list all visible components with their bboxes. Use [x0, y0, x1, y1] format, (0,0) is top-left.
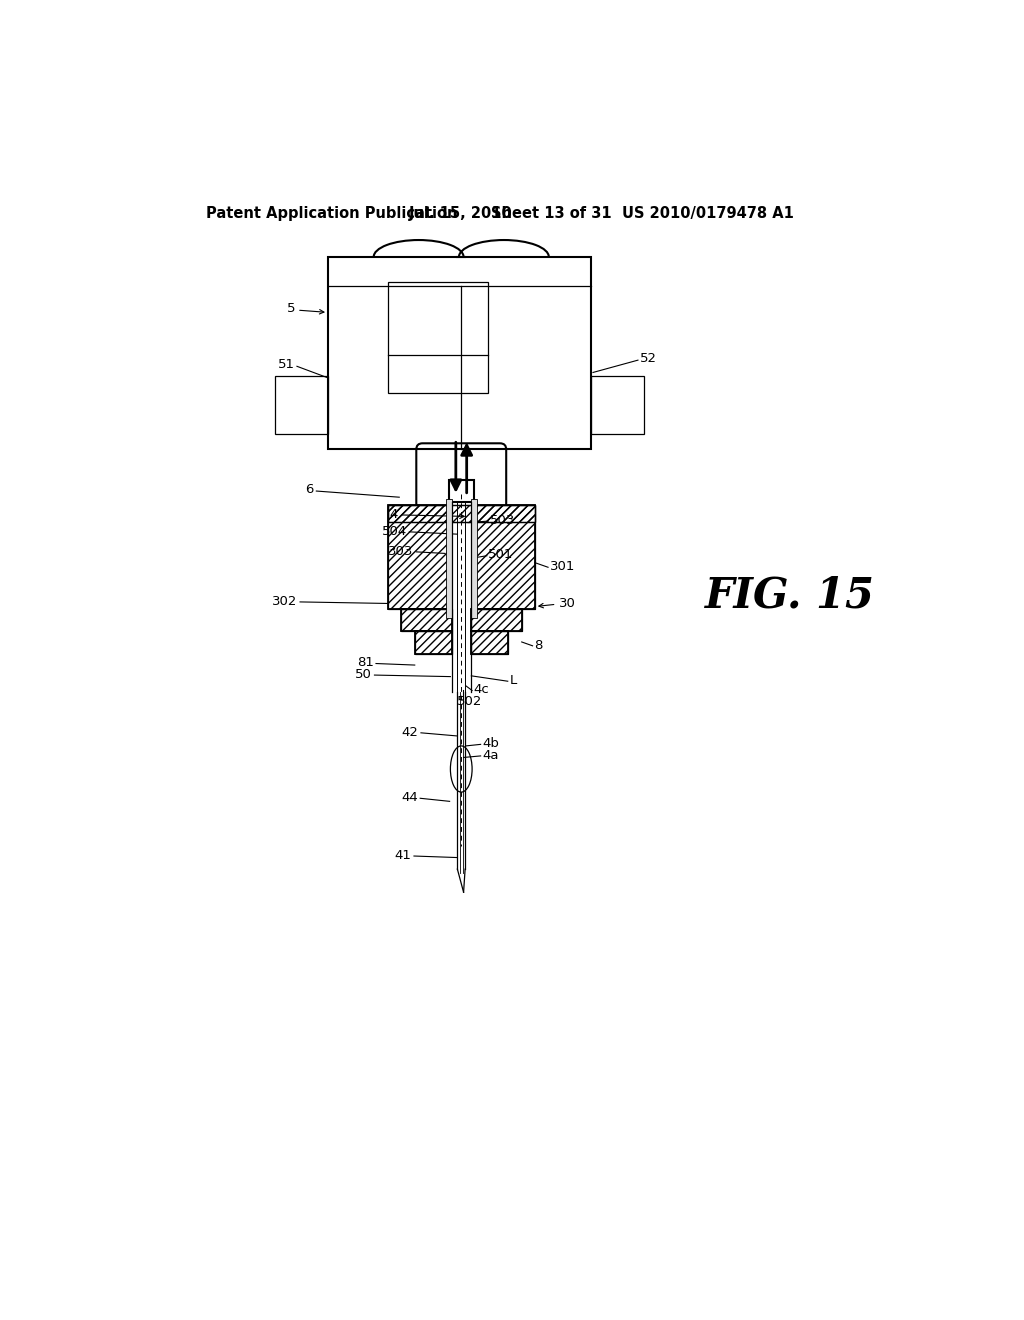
Bar — [388, 506, 535, 521]
Text: 301: 301 — [550, 560, 574, 573]
Text: 44: 44 — [401, 791, 418, 804]
Text: 504: 504 — [382, 524, 407, 537]
Bar — [328, 257, 592, 449]
Text: 303: 303 — [388, 545, 414, 557]
Text: Sheet 13 of 31: Sheet 13 of 31 — [490, 206, 611, 222]
Text: 51: 51 — [278, 358, 295, 371]
Bar — [388, 506, 451, 609]
Text: US 2010/0179478 A1: US 2010/0179478 A1 — [623, 206, 795, 222]
Bar — [471, 499, 477, 618]
Bar — [592, 376, 644, 434]
Text: 30: 30 — [559, 597, 575, 610]
Bar — [415, 631, 452, 653]
Bar — [415, 631, 452, 653]
Text: 52: 52 — [640, 352, 656, 366]
Bar — [388, 281, 488, 393]
Text: 5: 5 — [287, 302, 295, 315]
Text: 6: 6 — [305, 483, 314, 496]
Bar — [472, 506, 535, 609]
Bar — [388, 506, 451, 609]
Text: 4a: 4a — [482, 748, 499, 762]
Bar — [471, 609, 521, 631]
Text: 41: 41 — [395, 849, 412, 862]
Text: 4c: 4c — [474, 684, 489, 696]
Bar — [471, 631, 508, 653]
Text: 4b: 4b — [482, 737, 499, 750]
Bar — [471, 631, 508, 653]
Bar — [449, 480, 474, 502]
Bar — [400, 609, 452, 631]
Text: 302: 302 — [271, 594, 297, 607]
Text: FIG. 15: FIG. 15 — [706, 574, 876, 616]
Bar — [472, 506, 535, 609]
Bar — [388, 506, 535, 521]
Text: Jul. 15, 2010: Jul. 15, 2010 — [409, 206, 512, 222]
Text: 503: 503 — [489, 513, 515, 527]
Bar — [445, 499, 452, 618]
Text: 50: 50 — [355, 668, 372, 681]
Text: 42: 42 — [401, 726, 419, 739]
Bar — [471, 609, 521, 631]
Text: Patent Application Publication: Patent Application Publication — [206, 206, 457, 222]
Text: 4: 4 — [389, 508, 397, 520]
Text: 8: 8 — [535, 639, 543, 652]
Text: 81: 81 — [357, 656, 375, 669]
Bar — [400, 609, 452, 631]
Text: 502: 502 — [458, 694, 482, 708]
Text: L: L — [509, 675, 516, 686]
Bar — [275, 376, 328, 434]
Text: 501: 501 — [488, 548, 514, 561]
